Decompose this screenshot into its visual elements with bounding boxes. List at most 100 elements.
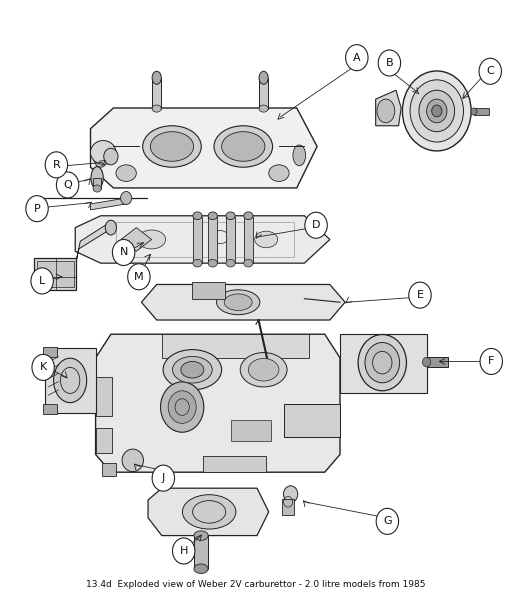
Bar bbox=[193, 217, 202, 263]
Text: A: A bbox=[353, 52, 360, 62]
Bar bbox=[244, 217, 253, 263]
Bar bbox=[208, 217, 217, 263]
Ellipse shape bbox=[259, 71, 268, 84]
Ellipse shape bbox=[91, 167, 103, 189]
Text: G: G bbox=[383, 516, 392, 527]
Circle shape bbox=[376, 508, 398, 534]
Bar bbox=[43, 403, 57, 414]
Ellipse shape bbox=[161, 382, 204, 432]
Ellipse shape bbox=[173, 356, 212, 383]
Bar bbox=[96, 428, 112, 453]
Polygon shape bbox=[148, 488, 269, 536]
Polygon shape bbox=[141, 284, 345, 320]
Ellipse shape bbox=[293, 145, 306, 166]
Ellipse shape bbox=[222, 131, 265, 161]
Ellipse shape bbox=[120, 192, 132, 205]
Ellipse shape bbox=[193, 212, 202, 220]
Ellipse shape bbox=[471, 108, 477, 115]
Text: N: N bbox=[119, 248, 128, 258]
Circle shape bbox=[152, 465, 175, 491]
Ellipse shape bbox=[208, 212, 217, 220]
Bar bbox=[162, 334, 309, 358]
Polygon shape bbox=[76, 222, 111, 261]
Circle shape bbox=[127, 264, 150, 290]
Circle shape bbox=[45, 152, 68, 178]
Circle shape bbox=[409, 282, 431, 308]
Text: B: B bbox=[386, 58, 393, 68]
Ellipse shape bbox=[259, 105, 268, 112]
Ellipse shape bbox=[54, 358, 87, 403]
Bar bbox=[203, 456, 266, 472]
Ellipse shape bbox=[208, 259, 217, 267]
Bar bbox=[230, 420, 271, 441]
Circle shape bbox=[479, 58, 501, 84]
Ellipse shape bbox=[143, 126, 201, 167]
Ellipse shape bbox=[193, 259, 202, 267]
Circle shape bbox=[56, 172, 79, 198]
Circle shape bbox=[26, 196, 48, 222]
Ellipse shape bbox=[432, 105, 442, 117]
Ellipse shape bbox=[194, 531, 208, 540]
Ellipse shape bbox=[163, 350, 222, 390]
Circle shape bbox=[173, 538, 195, 564]
Ellipse shape bbox=[365, 343, 399, 383]
Bar bbox=[37, 261, 74, 287]
Polygon shape bbox=[45, 348, 96, 413]
Ellipse shape bbox=[224, 294, 252, 311]
Ellipse shape bbox=[217, 290, 260, 315]
Ellipse shape bbox=[422, 358, 431, 367]
Polygon shape bbox=[376, 90, 401, 126]
Circle shape bbox=[31, 268, 53, 294]
Ellipse shape bbox=[122, 449, 143, 472]
Bar bbox=[193, 282, 225, 299]
Ellipse shape bbox=[152, 105, 161, 112]
Text: R: R bbox=[53, 160, 60, 170]
Ellipse shape bbox=[194, 564, 208, 574]
Ellipse shape bbox=[151, 131, 194, 161]
Polygon shape bbox=[121, 228, 152, 251]
Bar bbox=[194, 536, 208, 569]
Text: J: J bbox=[162, 473, 165, 483]
Ellipse shape bbox=[91, 140, 116, 164]
Bar bbox=[152, 78, 161, 108]
Text: D: D bbox=[312, 220, 321, 230]
Circle shape bbox=[113, 239, 135, 265]
Ellipse shape bbox=[244, 259, 253, 267]
Bar bbox=[93, 178, 101, 189]
Ellipse shape bbox=[240, 353, 287, 387]
Text: E: E bbox=[416, 290, 423, 300]
Ellipse shape bbox=[182, 494, 236, 529]
Bar bbox=[43, 347, 57, 358]
Circle shape bbox=[346, 45, 368, 71]
Bar bbox=[34, 258, 76, 290]
Ellipse shape bbox=[419, 90, 455, 131]
Ellipse shape bbox=[402, 71, 471, 151]
Ellipse shape bbox=[138, 230, 165, 249]
Ellipse shape bbox=[214, 126, 272, 167]
Ellipse shape bbox=[181, 361, 204, 378]
Text: M: M bbox=[134, 272, 144, 282]
Text: L: L bbox=[39, 276, 45, 286]
Ellipse shape bbox=[226, 259, 235, 267]
Bar bbox=[474, 108, 489, 115]
Text: F: F bbox=[488, 356, 495, 367]
Ellipse shape bbox=[152, 71, 161, 84]
Polygon shape bbox=[91, 108, 317, 188]
Circle shape bbox=[305, 212, 327, 238]
Ellipse shape bbox=[226, 212, 235, 220]
Bar bbox=[284, 404, 340, 437]
Text: Q: Q bbox=[63, 180, 72, 190]
Polygon shape bbox=[75, 216, 330, 263]
Ellipse shape bbox=[284, 486, 298, 502]
Ellipse shape bbox=[93, 185, 101, 192]
Bar bbox=[226, 217, 235, 263]
Polygon shape bbox=[96, 334, 340, 472]
Ellipse shape bbox=[116, 165, 136, 181]
Ellipse shape bbox=[358, 334, 407, 391]
Ellipse shape bbox=[93, 143, 109, 167]
Text: H: H bbox=[180, 546, 188, 556]
Bar bbox=[96, 377, 112, 416]
Bar bbox=[426, 358, 448, 367]
Circle shape bbox=[32, 355, 54, 380]
Ellipse shape bbox=[244, 212, 253, 220]
